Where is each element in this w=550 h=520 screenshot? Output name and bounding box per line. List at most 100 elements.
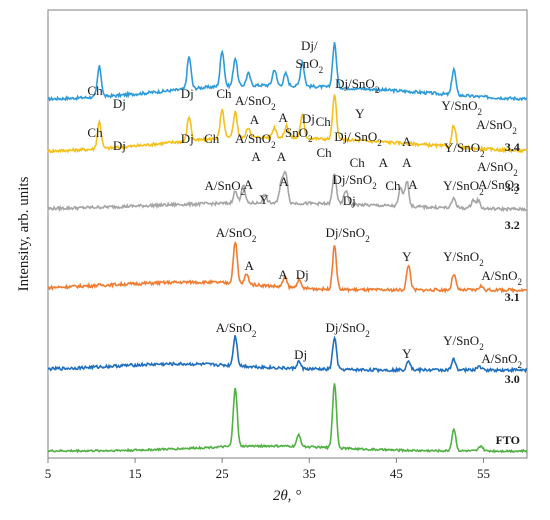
peak-label: Y/SnO2 [443, 249, 484, 268]
peak-label: Ch [317, 145, 333, 160]
peak-label-text: Dj/SnO [335, 76, 375, 91]
peak-label-text: A [277, 149, 287, 164]
peak-label: Y [259, 192, 269, 207]
sample-label: 3.1 [505, 290, 520, 304]
peak-label: A/SnO2 [235, 93, 276, 112]
peak-label-subscript: 2 [271, 140, 276, 150]
peak-label-text: Dj/SnO [332, 172, 372, 187]
peak-label: Dj [113, 138, 126, 153]
peak-label-text: A [278, 267, 288, 282]
peak-label: A/SnO2 [204, 178, 245, 197]
series-line-3-4 [47, 42, 528, 102]
peak-label: A [244, 177, 254, 192]
peak-label: Dj/SnO2 [325, 320, 369, 339]
plot-frame [47, 9, 528, 459]
peak-label-subscript: 2 [252, 234, 257, 244]
peak-label: Dj/SnO2 [325, 225, 369, 244]
peak-label-subscript: 2 [512, 126, 517, 136]
peak-label-text: A [402, 134, 412, 149]
peak-label: Ch [216, 86, 232, 101]
peak-label: A/SnO2 [477, 159, 518, 178]
peak-label: A/SnO2 [481, 351, 522, 370]
peak-label-text: A [379, 155, 389, 170]
peak-label: Dj [343, 193, 356, 208]
peak-label-subscript: 2 [377, 138, 382, 148]
series-line-3-0 [47, 335, 528, 374]
series-layer [47, 42, 528, 454]
peak-label-subscript: 2 [480, 149, 485, 159]
peak-label: Dj/ [301, 38, 318, 53]
x-axis-title-text: 2θ, ° [273, 488, 301, 504]
peak-label-text: Dj [113, 138, 126, 153]
peak-label: Y/SnO2 [443, 333, 484, 352]
peak-label-text: Y/SnO [443, 333, 479, 348]
peak-label: A [277, 149, 287, 164]
peak-label-text: Dj/ SnO [334, 129, 377, 144]
peak-label: A [379, 155, 389, 170]
peak-label-text: 3.1 [505, 290, 520, 304]
series-line-fto [47, 383, 528, 454]
peak-label-text: SnO [295, 56, 318, 71]
peak-label: Y/SnO2 [441, 98, 482, 117]
peak-label-subscript: 2 [365, 234, 370, 244]
peak-label-text: A/SnO [216, 225, 252, 240]
peak-label-text: A/SnO [235, 93, 271, 108]
peak-label-text: A/SnO [477, 159, 513, 174]
x-axis-title: 2θ, ° [273, 488, 301, 504]
peak-label-text: Dj [296, 267, 309, 282]
peak-label-text: SnO [285, 125, 308, 140]
peak-label-text: Dj [294, 347, 307, 362]
peak-label-text: Y/SnO [443, 178, 479, 193]
peak-label-text: Ch [317, 145, 333, 160]
peak-label-text: A/SnO [478, 177, 514, 192]
peak-label: Y/SnO2 [444, 140, 485, 159]
peak-label: Y [402, 346, 412, 361]
peak-label: A/SnO2 [476, 117, 517, 136]
peak-label-text: Ch [204, 131, 220, 146]
peak-label-text: A [408, 177, 418, 192]
peak-label: Y [355, 106, 365, 121]
peak-label: A [278, 267, 288, 282]
peak-label-subscript: 2 [308, 134, 313, 144]
peak-label-text: Ch [87, 83, 103, 98]
peak-label-text: Y [402, 346, 412, 361]
series-line-3-3 [47, 94, 528, 154]
peak-label-subscript: 2 [372, 181, 377, 191]
peak-label-subscript: 2 [514, 186, 519, 196]
y-axis-title: Intensity, arb. units [16, 176, 32, 291]
peak-label: A [250, 112, 260, 127]
peak-label-subscript: 2 [518, 277, 523, 287]
peak-label-text: A [279, 174, 289, 189]
peak-label-text: Dj [302, 111, 315, 126]
peak-label: Y [402, 249, 412, 264]
peak-label: A/SnO2 [216, 320, 257, 339]
peak-label: A/SnO2 [481, 268, 522, 287]
x-tick-label: 25 [216, 466, 229, 481]
peak-label-text: Y/SnO [443, 249, 479, 264]
peak-label-subscript: 2 [513, 168, 518, 178]
peak-label-text: Y [402, 249, 412, 264]
peak-label-text: Dj [181, 131, 194, 146]
peak-label: Dj/SnO2 [335, 76, 379, 95]
peak-label-subscript: 2 [319, 65, 324, 75]
peak-label: Dj [296, 267, 309, 282]
peak-label: A [402, 155, 412, 170]
peak-label: SnO2 [285, 125, 313, 144]
peak-label-text: A [402, 155, 412, 170]
peak-label: Ch [87, 83, 103, 98]
peak-label: Dj [302, 111, 315, 126]
peak-label-subscript: 2 [241, 187, 246, 197]
peak-label-text: A [250, 112, 260, 127]
peak-label: A/SnO2 [478, 177, 519, 196]
peak-label-subscript: 2 [375, 85, 380, 95]
peak-label: Dj/SnO2 [332, 172, 376, 191]
peak-label-text: Ch [350, 155, 366, 170]
peak-label: Y/SnO2 [443, 178, 484, 197]
peak-label: Ch [316, 114, 332, 129]
peak-label: Dj [113, 96, 126, 111]
peak-label-text: Ch [385, 178, 401, 193]
peak-label-subscript: 2 [479, 342, 484, 352]
peak-label: A [245, 258, 255, 273]
peak-label-text: Dj/ [301, 38, 318, 53]
